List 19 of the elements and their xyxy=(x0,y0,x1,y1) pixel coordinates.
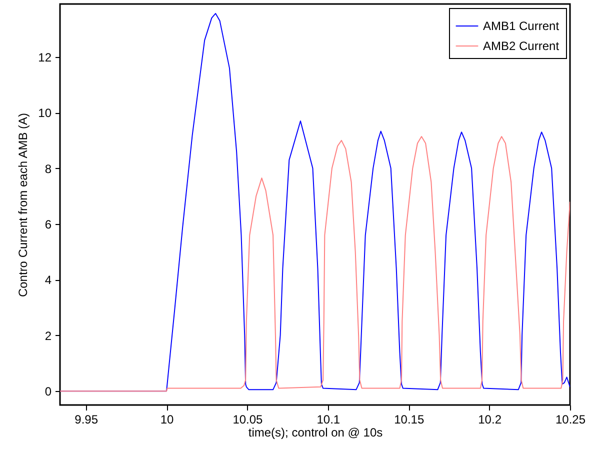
x-tick-label: 10.1 xyxy=(316,412,340,426)
y-tick-label: 2 xyxy=(44,328,52,343)
x-tick-label: 10 xyxy=(160,412,174,426)
y-axis-title: Contro Current from each AMB (A) xyxy=(16,112,30,298)
y-tick-label: 12 xyxy=(38,50,52,64)
y-tick-label: 8 xyxy=(44,162,52,176)
x-axis-title: time(s); control on @ 10s xyxy=(248,426,383,440)
y-tick-label: 0 xyxy=(44,384,52,399)
x-tick-label: 10.25 xyxy=(555,412,586,426)
legend-label: AMB1 Current xyxy=(483,19,560,33)
y-tick-label: 6 xyxy=(44,217,52,232)
y-tick-label: 10 xyxy=(38,106,52,120)
x-tick-label: 10.2 xyxy=(478,412,502,426)
line-series xyxy=(60,136,570,392)
x-tick-label: 10.15 xyxy=(394,412,424,426)
x-tick-label: 9.95 xyxy=(74,412,98,426)
x-tick-label: 10.05 xyxy=(232,412,264,426)
legend-label: AMB2 Current xyxy=(483,39,560,53)
y-tick-label: 4 xyxy=(44,273,52,288)
